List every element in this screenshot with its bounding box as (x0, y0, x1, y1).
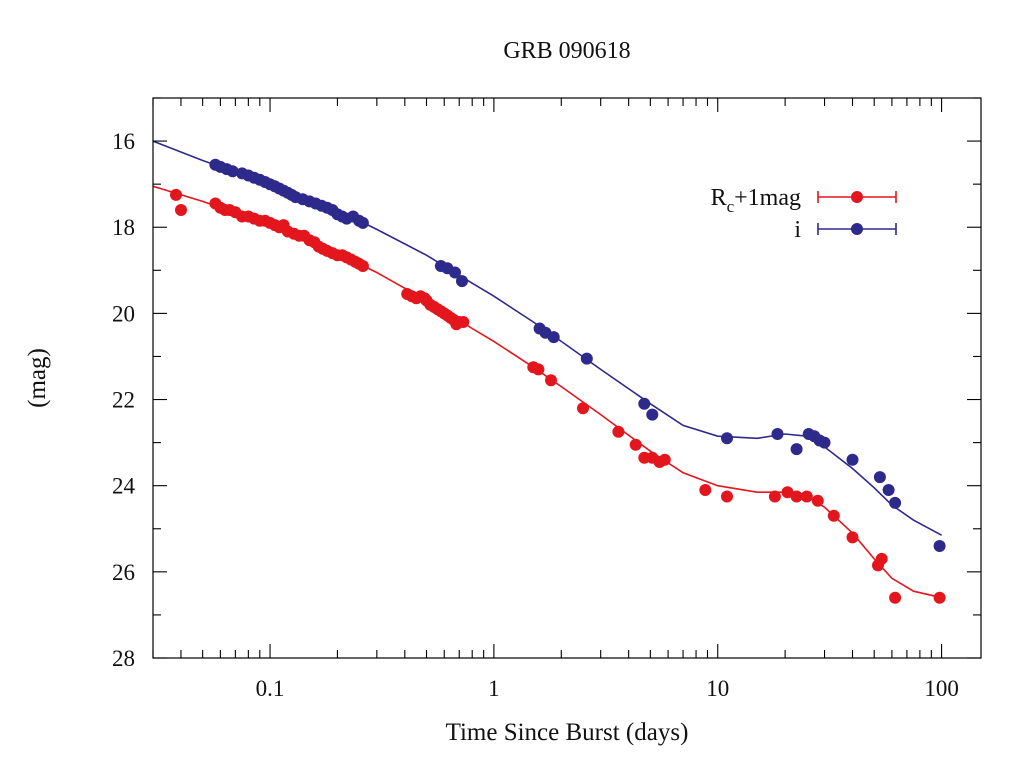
data-point-series-0 (175, 204, 187, 216)
data-point-series-1 (873, 471, 886, 484)
legend-marker-series-1 (851, 223, 863, 235)
data-point-series-1 (846, 453, 859, 466)
data-point-series-0 (629, 438, 642, 451)
data-point-series-0 (356, 260, 369, 272)
data-point-series-0 (781, 486, 794, 499)
y-tick-label: 26 (112, 560, 135, 585)
x-axis-label: Time Since Burst (days) (446, 719, 689, 746)
legend-label-series-0: Rc+1mag (711, 185, 801, 216)
y-tick-label: 28 (112, 646, 135, 671)
x-tick-label: 1 (488, 676, 500, 701)
data-point-series-1 (547, 331, 560, 344)
data-point-series-0 (827, 509, 840, 522)
y-tick-label: 24 (112, 474, 136, 499)
model-curve-series-0 (153, 185, 942, 599)
legend-label-series-1: i (794, 217, 801, 243)
data-point-series-0 (545, 374, 557, 387)
axis-ticks: 16 18 20 22 24 26 28 0.1 1 10 100 (112, 97, 981, 701)
data-point-series-1 (356, 216, 369, 229)
y-axis-label: (mag) (24, 348, 51, 408)
data-point-series-1 (449, 266, 461, 279)
data-point-series-0 (457, 316, 470, 328)
x-tick-label: 0.1 (256, 676, 285, 701)
data-point-series-0 (933, 591, 946, 604)
data-point-series-0 (889, 591, 902, 604)
data-point-series-0 (811, 494, 824, 507)
data-point-series-0 (532, 363, 545, 376)
data-point-series-1 (882, 484, 895, 496)
data-point-series-0 (790, 490, 803, 503)
data-point-series-1 (721, 432, 733, 445)
data-point-series-1 (646, 408, 659, 421)
data-point-series-0 (658, 453, 671, 466)
data-point-series-0 (875, 552, 888, 565)
data-point-series-0 (846, 531, 859, 544)
data-point-series-0 (577, 402, 589, 415)
y-tick-label: 16 (112, 129, 135, 154)
data-point-series-1 (790, 443, 803, 456)
x-tick-label: 100 (924, 676, 959, 701)
data-point-series-0 (699, 484, 712, 496)
y-tick-label: 22 (112, 388, 135, 413)
y-tick-label: 20 (112, 301, 135, 326)
data-point-series-1 (889, 496, 902, 509)
plot-area (153, 140, 946, 604)
legend-marker-series-0 (851, 191, 863, 203)
data-point-series-0 (612, 425, 625, 438)
data-point-series-1 (226, 165, 239, 178)
data-point-series-1 (456, 275, 468, 288)
data-point-series-1 (638, 397, 651, 410)
y-tick-label: 18 (112, 215, 135, 240)
plot-frame (152, 97, 982, 659)
data-point-series-1 (933, 540, 946, 552)
data-point-series-0 (170, 188, 182, 201)
data-point-series-0 (800, 490, 813, 503)
data-point-series-1 (818, 436, 831, 449)
chart-title: GRB 090618 (503, 38, 630, 64)
data-point-series-0 (768, 490, 781, 503)
data-point-series-0 (721, 490, 733, 503)
data-point-series-1 (771, 428, 784, 440)
data-point-series-1 (580, 352, 593, 365)
x-tick-label: 10 (706, 676, 729, 701)
